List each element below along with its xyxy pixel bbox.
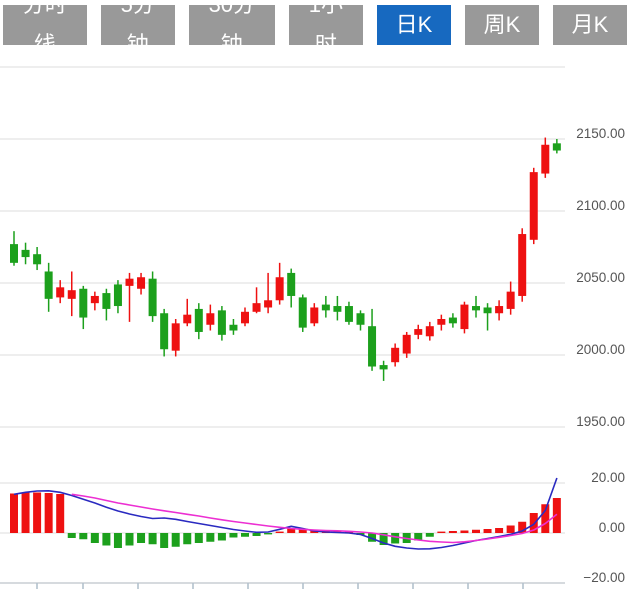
candles [10,137,561,381]
y-axis-label: 2000.00 [576,342,625,357]
tab-5min[interactable]: 5分钟 [100,0,175,57]
tab-30min[interactable]: 30分钟 [188,0,275,57]
grid-lines [0,66,565,534]
y-axis-label: 0.00 [599,520,625,535]
main-candlestick-panel [10,137,561,381]
macd-panel [10,477,561,550]
tab-monthly-k[interactable]: 月K [553,5,627,45]
tab-1hour[interactable]: 1小时 [288,0,363,57]
y-axis-label: 2100.00 [576,198,625,213]
y-axis-label: −20.00 [583,570,625,585]
y-axis-label: 2050.00 [576,270,625,285]
x-axis [0,582,565,589]
y-axis-label: 1950.00 [576,414,625,429]
macd-histogram [10,492,561,548]
y-axis-label: 20.00 [591,470,625,485]
y-axis-labels: 2150.00 2100.00 2050.00 2000.00 1950.00 20.00… [576,126,625,585]
tab-daily-k[interactable]: 日K [377,5,451,45]
dea-line [71,493,558,544]
y-axis-label: 2150.00 [576,126,625,141]
tab-time-sharing[interactable]: 分时线 [3,0,87,57]
tab-weekly-k[interactable]: 周K [465,5,539,45]
timeframe-tabbar: 分时线 5分钟 30分钟 1小时 日K 周K 月K [3,0,627,57]
